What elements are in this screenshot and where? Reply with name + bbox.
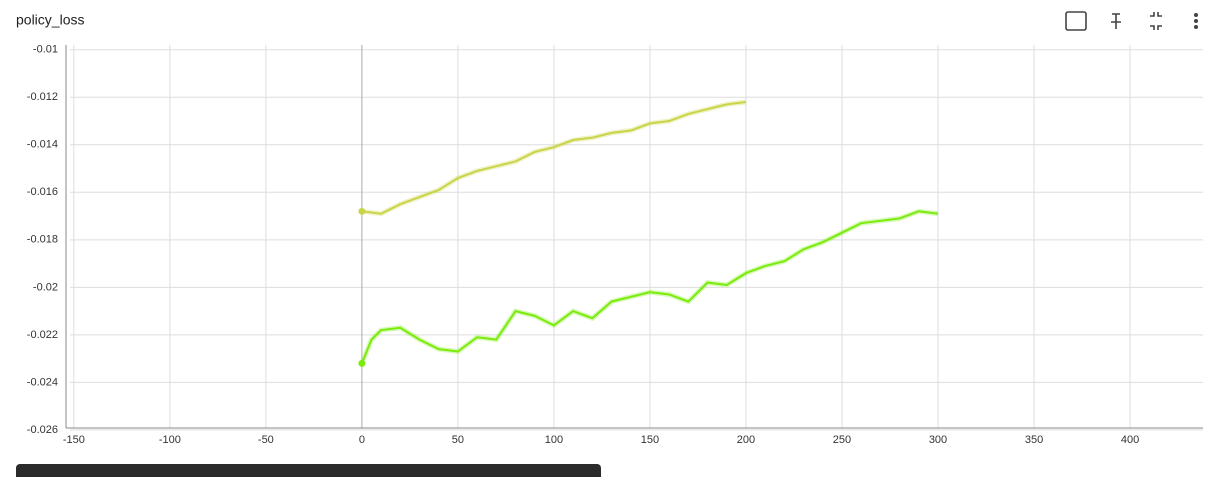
x-tick-label: 350 <box>1025 434 1043 446</box>
y-tick-label: -0.022 <box>27 329 58 341</box>
x-tick-label: 100 <box>545 434 563 446</box>
x-tick-label: 150 <box>641 434 659 446</box>
series-line <box>361 101 747 215</box>
x-tick-label: -100 <box>159 434 181 446</box>
menu-button[interactable] <box>1194 13 1198 29</box>
x-tick-label: 250 <box>833 434 851 446</box>
y-tick-label: -0.018 <box>27 234 58 246</box>
chart-title: policy_loss <box>16 12 84 28</box>
y-tick-label: -0.01 <box>33 44 58 56</box>
x-tick-label: 400 <box>1121 434 1139 446</box>
y-tick-label: -0.014 <box>27 139 58 151</box>
x-tick-label: 300 <box>929 434 947 446</box>
fit-button[interactable] <box>1065 11 1087 31</box>
y-tick-label: -0.02 <box>33 281 58 293</box>
y-tick-label: -0.012 <box>27 91 58 103</box>
start-point <box>358 359 366 367</box>
y-tick-label: -0.024 <box>27 376 58 388</box>
x-tick-label: 200 <box>737 434 755 446</box>
x-tick-label: -150 <box>63 434 85 446</box>
collapse-button[interactable] <box>1150 12 1162 30</box>
fit-icon <box>1071 17 1075 21</box>
y-tick-label: -0.026 <box>27 424 58 436</box>
bottom-bar <box>16 464 601 482</box>
x-tick-label: -50 <box>258 434 274 446</box>
start-point <box>358 207 366 215</box>
pin-button[interactable] <box>1111 13 1121 29</box>
series-line <box>360 210 939 364</box>
toolbar <box>1065 11 1198 31</box>
x-tick-label: 0 <box>359 434 365 446</box>
x-tick-label: 50 <box>452 434 464 446</box>
y-tick-label: -0.016 <box>27 186 58 198</box>
